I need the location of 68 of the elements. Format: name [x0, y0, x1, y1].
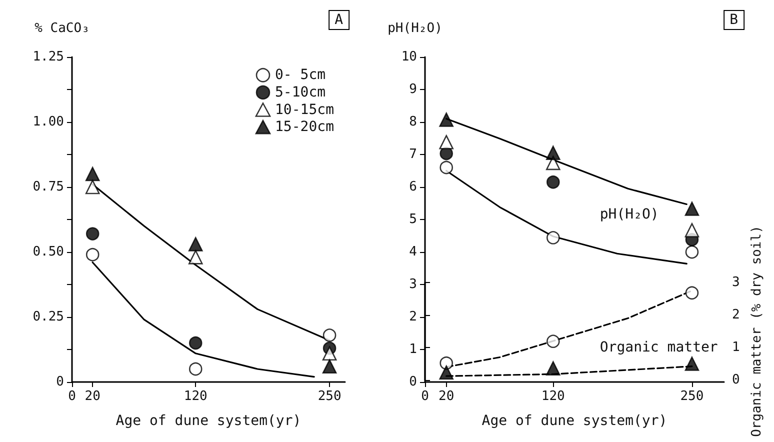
chart-title: B [730, 12, 738, 28]
point [440, 356, 454, 370]
point [546, 361, 560, 376]
y-tick-label: 0.25 [32, 310, 64, 324]
point [85, 180, 100, 194]
point [546, 334, 560, 348]
y2-tick-label: 3 [732, 275, 740, 290]
x-tick-label: 120 [541, 389, 565, 404]
point [322, 328, 336, 342]
x-tick-label: 20 [84, 389, 100, 404]
x-tick-label: 120 [184, 389, 208, 404]
y-tick-label: 1.25 [32, 50, 64, 64]
point [188, 336, 202, 350]
y-axis-title: % CaCO₃ [34, 21, 90, 36]
x-tick-label: 250 [318, 389, 342, 404]
x-axis-title: Age of dune system(yr) [116, 413, 302, 429]
y-tick-label: 5 [409, 212, 417, 227]
point [685, 245, 699, 259]
y-tick-label: 4 [409, 244, 418, 260]
point [684, 202, 700, 216]
y-tick-label: 0 [56, 374, 64, 390]
point [188, 237, 203, 252]
annotation: pH(H₂O) [600, 206, 659, 223]
point [684, 356, 700, 371]
y-tick-label: 1.00 [32, 114, 64, 130]
point [86, 248, 100, 262]
point [85, 166, 100, 182]
legend-label: 15-20cm [275, 119, 334, 136]
y2-tick-label: 0 [732, 372, 740, 388]
y-tick-label: 0 [409, 374, 417, 390]
x-tick-label: 0 [68, 389, 76, 404]
y-tick-label: 10 [401, 50, 417, 64]
point [439, 135, 454, 150]
point [439, 112, 454, 127]
y-tick-label: 0.75 [32, 180, 64, 194]
y2-axis-title: Organic matter (% dry soil) [750, 226, 765, 437]
point [440, 160, 454, 174]
y-tick-label: 8 [409, 114, 417, 130]
x-axis-title: Age of dune system(yr) [482, 413, 668, 429]
point [322, 346, 337, 361]
chart-title: A [334, 12, 344, 28]
y-tick-label: 7 [409, 147, 417, 162]
y-tick-label: 0.50 [32, 244, 64, 260]
point [86, 227, 100, 240]
point [546, 231, 560, 244]
y-tick-label: 1 [409, 342, 417, 357]
x-tick-label: 250 [680, 389, 704, 404]
point [546, 146, 560, 160]
point [685, 286, 699, 300]
x-tick-label: 20 [438, 389, 454, 404]
legend-label: 5-10cm [275, 84, 326, 100]
point [188, 362, 202, 376]
y-tick-label: 3 [409, 277, 417, 292]
legend-label: 0- 5cm [275, 67, 326, 84]
point [439, 365, 454, 380]
annotation: Organic matter [600, 339, 718, 356]
y2-tick-label: 2 [732, 308, 740, 322]
point [546, 175, 560, 189]
y2-tick-label: 1 [732, 340, 740, 355]
y-tick-label: 2 [409, 310, 417, 324]
point [188, 250, 203, 264]
y-tick-label: 6 [409, 180, 417, 194]
y-tick-label: 9 [409, 82, 417, 97]
x-tick-label: 0 [421, 389, 429, 404]
y-axis-title: pH(H₂O) [388, 21, 442, 36]
point [684, 223, 700, 238]
legend-label: 10-15cm [275, 102, 334, 118]
point [322, 359, 337, 374]
